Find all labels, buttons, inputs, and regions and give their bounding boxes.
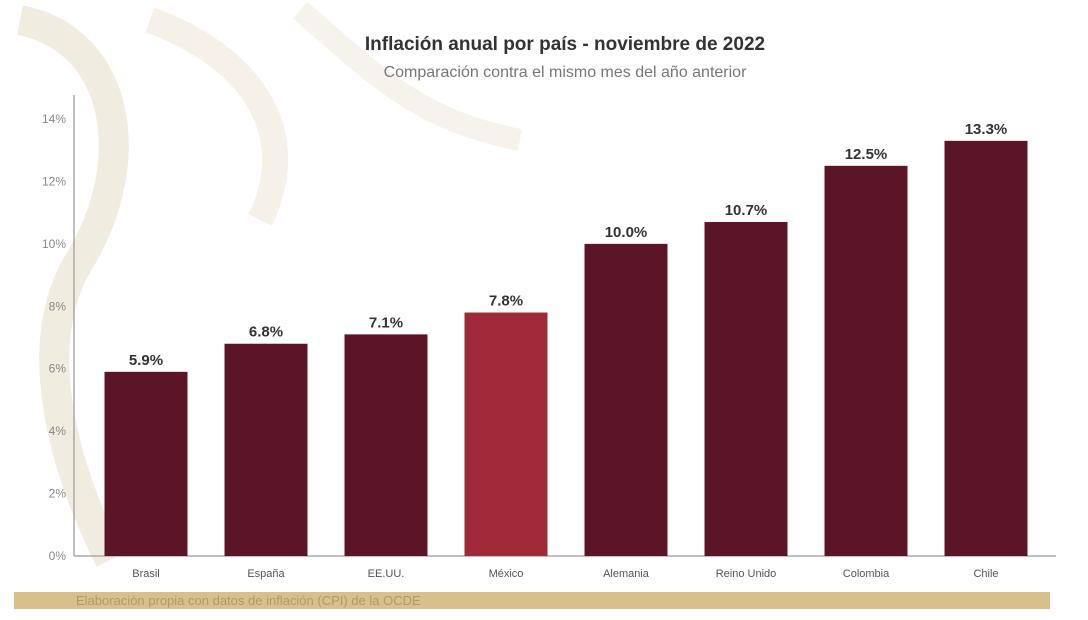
- x-tick-label: Brasil: [132, 568, 160, 580]
- data-label: 13.3%: [965, 121, 1008, 138]
- bar-colombia: [824, 165, 908, 557]
- data-label: 5.9%: [129, 352, 163, 369]
- y-tick-label: 0%: [49, 549, 67, 563]
- y-tick-label: 10%: [42, 237, 66, 251]
- data-label: 7.1%: [369, 314, 403, 331]
- bar-espa-a: [224, 343, 308, 556]
- x-tick-label: México: [489, 568, 524, 580]
- x-tick-label: Chile: [973, 568, 998, 580]
- data-label: 12.5%: [845, 146, 888, 163]
- y-tick-label: 4%: [49, 424, 67, 438]
- bar-reino-unido: [704, 222, 788, 556]
- data-label: 6.8%: [249, 324, 283, 341]
- data-label: 10.0%: [605, 224, 648, 241]
- y-tick-label: 2%: [49, 487, 67, 501]
- y-tick-label: 12%: [42, 174, 66, 188]
- y-tick-label: 14%: [42, 112, 66, 126]
- bar-alemania: [584, 243, 668, 556]
- y-tick-label: 6%: [49, 362, 67, 376]
- source-footer: Elaboración propia con datos de inflació…: [14, 592, 1050, 609]
- x-tick-label: EE.UU.: [368, 568, 405, 580]
- bar-m-xico: [464, 312, 548, 556]
- x-tick-label: España: [247, 568, 285, 580]
- source-note: Elaboración propia con datos de inflació…: [76, 593, 421, 608]
- x-tick-label: Alemania: [603, 568, 650, 580]
- chart-subtitle: Comparación contra el mismo mes del año …: [383, 64, 747, 81]
- bar-chile: [944, 140, 1028, 556]
- y-tick-label: 8%: [49, 299, 67, 313]
- x-tick-label: Colombia: [843, 568, 890, 580]
- chart-title: Inflación anual por país - noviembre de …: [364, 34, 766, 55]
- bar-brasil: [104, 371, 188, 556]
- bar-ee-uu-: [344, 334, 428, 556]
- x-tick-label: Reino Unido: [716, 568, 777, 580]
- data-label: 10.7%: [725, 202, 768, 219]
- data-label: 7.8%: [489, 293, 523, 310]
